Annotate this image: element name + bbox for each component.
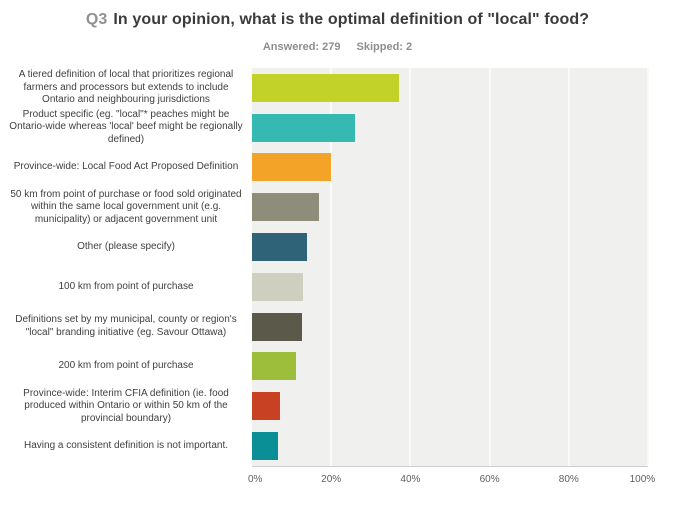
category-label: Other (please specify) xyxy=(77,240,175,252)
question-title-text: In your opinion, what is the optimal def… xyxy=(113,11,590,28)
x-axis-tick-label: 100% xyxy=(629,474,656,485)
x-axis-tick-label: 40% xyxy=(400,474,421,485)
chart-row: Province-wide: Interim CFIA definition (… xyxy=(0,386,648,426)
question-number-label: Q3 xyxy=(85,11,108,28)
bar xyxy=(252,432,278,461)
chart-title: Q3 In your opinion, what is the optimal d… xyxy=(0,11,675,29)
bar xyxy=(252,272,304,301)
x-axis-tick-label: 60% xyxy=(479,474,500,485)
x-axis-tick-label: 0% xyxy=(247,474,263,485)
chart-row: Product specific (eg. "local"* peaches m… xyxy=(0,108,648,148)
chart-row: 50 km from point of purchase or food sol… xyxy=(0,187,648,227)
category-label: 200 km from point of purchase xyxy=(58,360,194,372)
chart-rows: A tiered definition of local that priori… xyxy=(0,68,648,466)
bar xyxy=(252,233,308,262)
vertical-gridline xyxy=(409,68,412,466)
category-label: Definitions set by my municipal, county … xyxy=(15,314,237,338)
x-axis: 0% 20% 40% 60% 80% 100% xyxy=(248,474,655,490)
bar xyxy=(252,73,399,102)
chart-row: 200 km from point of purchase xyxy=(0,347,648,387)
vertical-gridline xyxy=(567,68,570,466)
category-label: Product specific (eg. "local"* peaches m… xyxy=(9,108,243,145)
chart-row: Having a consistent definition is not im… xyxy=(0,426,648,466)
bar xyxy=(252,153,332,182)
bar xyxy=(252,113,355,142)
chart-row: Province-wide: Local Food Act Proposed D… xyxy=(0,148,648,188)
category-label: A tiered definition of local that priori… xyxy=(18,69,234,106)
bar-chart: A tiered definition of local that priori… xyxy=(0,68,649,467)
category-label: 50 km from point of purchase or food sol… xyxy=(10,188,242,225)
vertical-gridline xyxy=(488,68,491,466)
chart-row: Other (please specify) xyxy=(0,227,648,267)
response-summary: Answered: 279 Skipped: 2 xyxy=(0,41,675,53)
x-axis-tick-label: 80% xyxy=(558,474,579,485)
chart-row: Definitions set by my municipal, county … xyxy=(0,307,648,347)
category-label: Province-wide: Local Food Act Proposed D… xyxy=(13,161,239,173)
category-label: Province-wide: Interim CFIA definition (… xyxy=(23,387,229,424)
bar xyxy=(252,312,302,341)
answered-count: Answered: 279 xyxy=(262,41,341,53)
category-label: Having a consistent definition is not im… xyxy=(24,439,228,451)
x-axis-tick-label: 20% xyxy=(321,474,342,485)
skipped-count: Skipped: 2 xyxy=(356,41,413,53)
bar xyxy=(252,352,296,381)
vertical-gridline xyxy=(647,68,649,466)
category-label: 100 km from point of purchase xyxy=(58,280,194,292)
chart-row: A tiered definition of local that priori… xyxy=(0,68,648,108)
bar xyxy=(252,392,280,421)
vertical-gridline xyxy=(330,68,333,466)
chart-row: 100 km from point of purchase xyxy=(0,267,648,307)
bar xyxy=(252,193,320,222)
